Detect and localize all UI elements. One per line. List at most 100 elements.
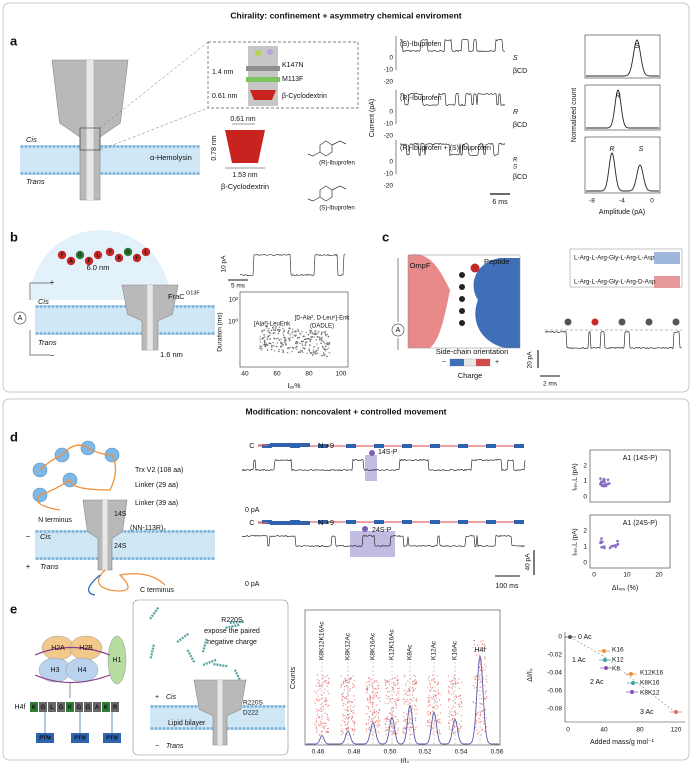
lipid-head <box>39 530 43 533</box>
event-dot <box>264 345 267 348</box>
lipid-head <box>103 305 107 308</box>
event-dot <box>304 338 307 341</box>
event-dot <box>479 664 482 666</box>
event-dot <box>377 681 379 683</box>
event-dot <box>327 343 329 345</box>
event-dot <box>287 331 290 333</box>
event-dot <box>403 727 405 729</box>
lipid-head <box>47 530 51 533</box>
label: R <box>513 109 518 116</box>
event-dot <box>345 698 348 700</box>
lipid-head <box>166 727 170 730</box>
event-dot <box>434 681 436 683</box>
event-dot <box>431 687 433 689</box>
label: c <box>382 229 389 244</box>
event-dot <box>478 654 480 656</box>
lipid-head <box>91 557 95 560</box>
event-dot <box>326 716 328 718</box>
event-dot <box>395 684 397 687</box>
event-dot <box>354 729 356 731</box>
label: -0.08 <box>547 706 562 713</box>
event-dot <box>324 349 327 352</box>
event-dot <box>297 330 300 332</box>
event-dot <box>387 702 389 704</box>
event-dot <box>415 719 417 722</box>
event-dot <box>378 709 380 712</box>
lipid-head <box>172 145 176 148</box>
ammeter <box>391 323 405 337</box>
event-dot <box>344 724 346 726</box>
event-dot <box>316 729 318 732</box>
event-dot <box>476 719 478 722</box>
event-dot <box>475 723 477 725</box>
lipid-head <box>191 530 195 533</box>
event-dot <box>322 677 324 680</box>
event-dot <box>328 678 330 680</box>
lipid-head <box>187 557 191 560</box>
label: G <box>78 252 82 258</box>
event-dot <box>344 709 346 711</box>
event-dot <box>388 691 390 693</box>
lipid-head <box>32 145 36 148</box>
event-dot <box>269 332 272 335</box>
event-dot <box>460 720 462 722</box>
label: -0.02 <box>547 652 562 659</box>
label: 20 <box>655 572 663 579</box>
event-dot <box>448 716 450 718</box>
tag-segment <box>430 444 440 448</box>
event-dot <box>388 698 391 700</box>
lipid-head <box>178 705 182 708</box>
event-dot <box>412 689 415 691</box>
event-dot <box>384 679 386 681</box>
label: K12Ac <box>431 640 438 660</box>
event-dot <box>291 346 294 349</box>
event-dot <box>323 728 325 730</box>
event-dot <box>302 335 305 338</box>
event-dot <box>455 683 457 685</box>
label: 0 <box>583 494 587 501</box>
event-dot <box>403 712 405 714</box>
event-dot <box>319 337 321 340</box>
event-dot <box>428 699 430 701</box>
event-dot <box>377 685 379 687</box>
event-dot <box>274 327 277 330</box>
label: [D-Ala², D-Leu⁵]-Enk <box>295 315 351 322</box>
linker <box>36 444 117 511</box>
event-dot <box>375 688 377 691</box>
event-dot <box>453 724 455 726</box>
current-trace <box>399 92 506 107</box>
event-dot <box>340 675 342 677</box>
lipid-head <box>39 305 43 308</box>
label: PTM <box>74 735 86 741</box>
lipid-head <box>258 727 262 730</box>
lipid-head <box>167 332 171 335</box>
residue-bead <box>114 253 124 263</box>
label: (S)-Ibuprofen <box>319 206 354 212</box>
lipid-head <box>47 332 51 335</box>
tag-segment <box>458 444 468 448</box>
tag-segment <box>346 520 356 524</box>
lipid-head <box>75 305 79 308</box>
event-dot <box>313 336 316 338</box>
event-dot <box>396 675 398 677</box>
event-dot <box>374 722 376 724</box>
histogram-curve <box>306 655 499 745</box>
lipid-head <box>184 172 188 175</box>
halo <box>30 230 170 300</box>
event-dot <box>324 701 327 703</box>
label: A <box>18 315 23 322</box>
event-dot <box>320 731 322 733</box>
lipid-head <box>158 727 162 730</box>
event-dot <box>436 714 438 716</box>
label: C <box>249 518 255 527</box>
event-dot <box>452 718 454 720</box>
event-dot <box>436 684 438 686</box>
event-dot <box>376 713 378 715</box>
event-dot <box>484 698 487 700</box>
event-dot <box>415 726 417 728</box>
event-dot <box>272 341 274 344</box>
event-dot <box>350 710 352 712</box>
event-dot <box>348 716 350 718</box>
label: βCD <box>513 122 527 129</box>
label: Added mass/g mol⁻¹ <box>590 739 655 746</box>
